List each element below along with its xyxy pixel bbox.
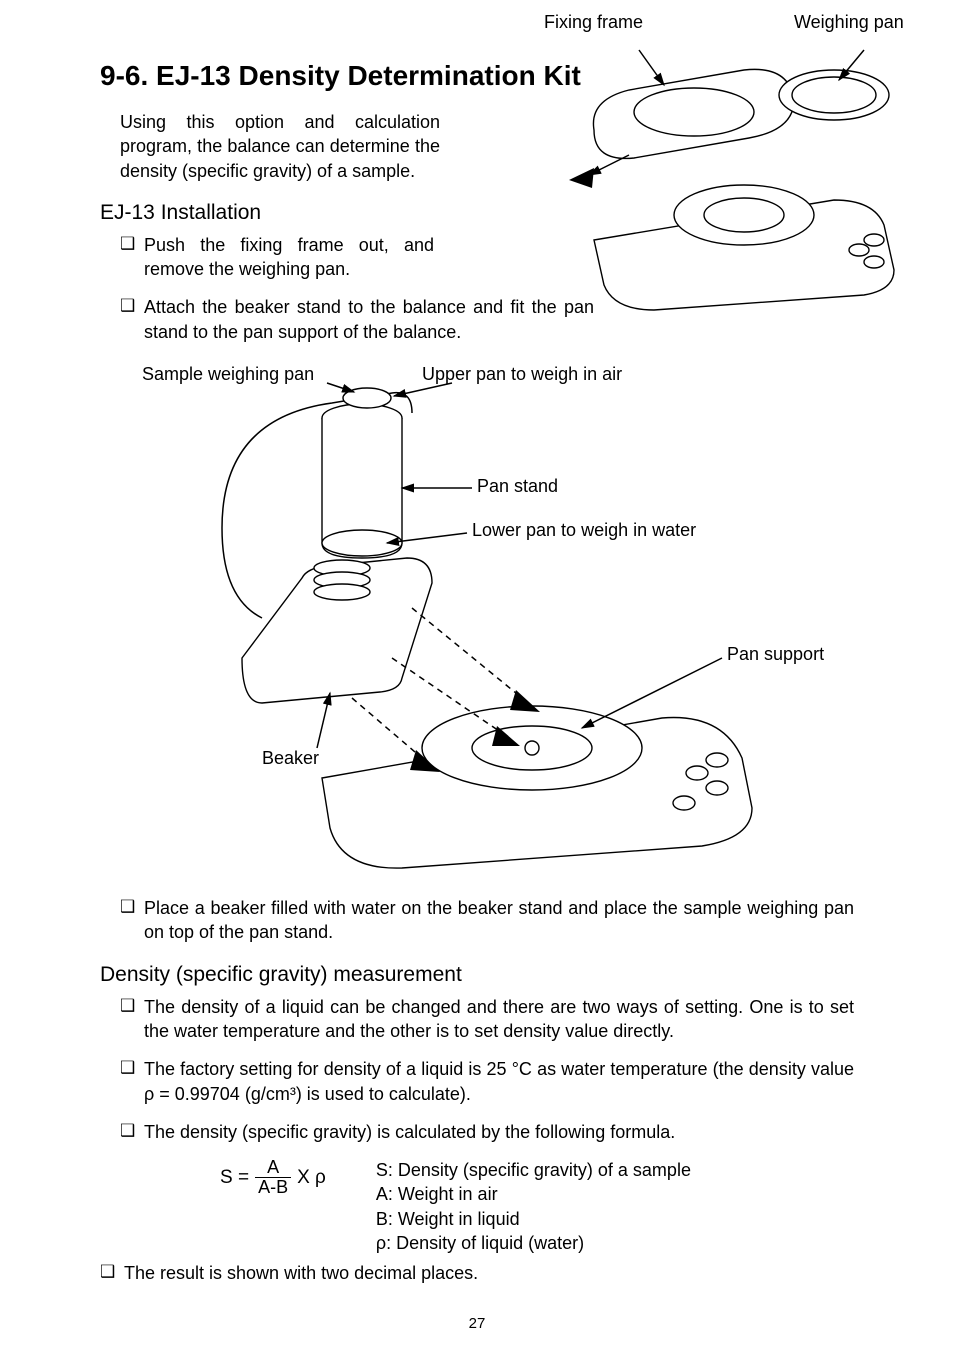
formula-fraction: A A-B <box>255 1158 291 1197</box>
label-pan-support: Pan support <box>727 644 824 665</box>
density-steps: The density of a liquid can be changed a… <box>120 995 854 1144</box>
label-upper-pan: Upper pan to weigh in air <box>422 364 622 385</box>
legend-b: B: Weight in liquid <box>376 1207 691 1231</box>
label-sample-weighing-pan: Sample weighing pan <box>142 364 314 385</box>
subheading-density: Density (specific gravity) measurement <box>100 963 854 987</box>
formula-num: A <box>267 1158 279 1177</box>
formula-legend: S: Density (specific gravity) of a sampl… <box>376 1158 691 1255</box>
page-number: 27 <box>0 1315 954 1332</box>
formula-block: S = A A-B X ρ S: Density (specific gravi… <box>220 1158 854 1255</box>
intro-paragraph: Using this option and calculation progra… <box>120 110 440 183</box>
label-lower-pan: Lower pan to weigh in water <box>472 520 696 541</box>
list-item: The factory setting for density of a liq… <box>120 1057 854 1106</box>
assembly-svg <box>102 358 852 878</box>
mid-diagram: Sample weighing pan Upper pan to weigh i… <box>102 358 852 878</box>
list-item: Push the fixing frame out, and remove th… <box>120 233 434 282</box>
formula-tail: X ρ <box>297 1167 326 1189</box>
label-pan-stand: Pan stand <box>477 476 558 497</box>
legend-rho: ρ: Density of liquid (water) <box>376 1231 691 1255</box>
list-item: The result is shown with two decimal pla… <box>100 1261 854 1285</box>
legend-a: A: Weight in air <box>376 1182 691 1206</box>
density-steps-d: The result is shown with two decimal pla… <box>100 1261 854 1285</box>
formula-lhs: S = <box>220 1167 249 1189</box>
list-item: Attach the beaker stand to the balance a… <box>120 295 594 344</box>
top-diagram: Fixing frame Weighing pan <box>534 40 934 340</box>
list-item: The density of a liquid can be changed a… <box>120 995 854 1044</box>
formula-den: A-B <box>255 1177 291 1197</box>
label-fixing-frame: Fixing frame <box>544 12 643 33</box>
page-root: 9-6. EJ-13 Density Determination Kit <box>0 0 954 1350</box>
install-steps-b: Place a beaker filled with water on the … <box>120 896 854 945</box>
list-item: The density (specific gravity) is calcul… <box>120 1120 854 1144</box>
formula: S = A A-B X ρ <box>220 1158 326 1197</box>
list-item: Place a beaker filled with water on the … <box>120 896 854 945</box>
balance-top-svg <box>534 40 934 340</box>
legend-s: S: Density (specific gravity) of a sampl… <box>376 1158 691 1182</box>
label-beaker: Beaker <box>262 748 319 769</box>
label-weighing-pan: Weighing pan <box>794 12 904 33</box>
